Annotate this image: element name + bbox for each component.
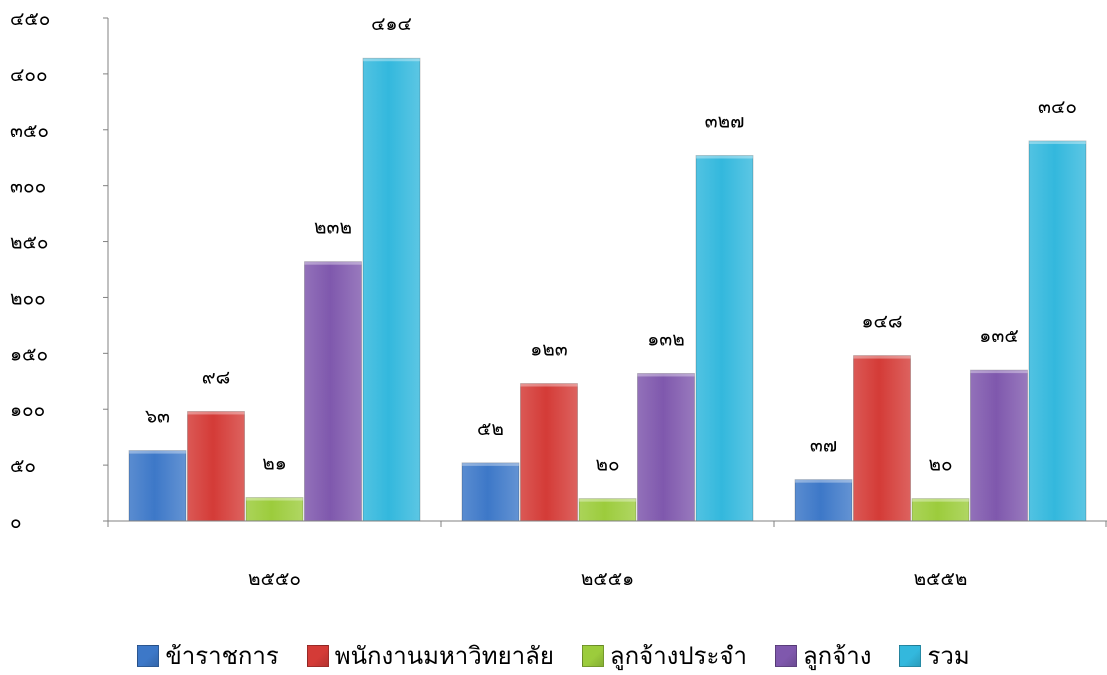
y-tick-label: ๔๕๐: [10, 8, 50, 30]
legend-swatch: [581, 644, 604, 667]
data-label: ๙๘: [202, 366, 231, 388]
bar: [245, 497, 304, 522]
data-label: ๑๒๓: [530, 339, 568, 361]
bars-group: [128, 57, 1087, 522]
x-axis: ๒๕๕๐ ๒๕๕๑ ๒๕๕๒: [107, 520, 1107, 590]
y-tick-label: ๐: [10, 511, 22, 533]
legend-label: ลูกจ้างประจำ: [609, 642, 747, 670]
bar: [1028, 140, 1087, 522]
legend-label: ลูกจ้าง: [802, 642, 872, 670]
legend-swatch: [137, 644, 160, 667]
legend-label: ข้าราชการ: [165, 642, 279, 670]
x-category-label: ๒๕๕๑: [581, 568, 634, 590]
bar: [520, 383, 578, 522]
bar: [304, 261, 362, 522]
bar-highlight: [187, 411, 245, 415]
bar: [970, 369, 1028, 522]
legend: ข้าราชการ พนักงานมหาวิทยาลัย ลูกจ้างประจำ ล…: [0, 636, 1107, 675]
legend-item: พนักงานมหาวิทยาลัย: [306, 636, 554, 675]
bar: [794, 479, 853, 522]
data-label: ๓๔๐: [1038, 96, 1077, 118]
y-tick-label: ๒๕๐: [10, 232, 49, 254]
bar-highlight: [363, 58, 420, 62]
bar: [187, 411, 245, 522]
bar-highlight: [637, 373, 695, 377]
legend-item: รวม: [899, 636, 970, 675]
bar-highlight: [970, 370, 1028, 374]
legend-label: รวม: [927, 642, 970, 670]
bar-highlight: [129, 450, 186, 454]
data-label: ๓๒๗: [705, 110, 745, 132]
y-axis: ๐ ๕๐ ๑๐๐ ๑๕๐ ๒๐๐ ๒๕๐ ๓๐๐ ๓๕๐ ๔๐๐ ๔๕๐: [10, 8, 109, 533]
bar-highlight: [304, 261, 362, 265]
bar-highlight: [696, 155, 753, 159]
y-tick-label: ๔๐๐: [10, 64, 48, 86]
data-label: ๑๓๒: [647, 328, 685, 350]
bar: [637, 373, 695, 522]
bar: [128, 450, 187, 522]
y-tick-label: ๓๕๐: [10, 120, 49, 142]
y-tick-label: ๒๐๐: [10, 287, 46, 309]
bar-highlight: [520, 383, 578, 387]
data-label: ๒๐: [928, 454, 952, 476]
legend-swatch: [774, 644, 797, 667]
legend-swatch: [306, 644, 329, 667]
data-label: ๑๔๘: [861, 311, 902, 333]
data-label: ๓๗: [810, 435, 837, 457]
legend-item: ข้าราชการ: [137, 636, 279, 675]
y-tick-label: ๑๐๐: [10, 399, 45, 421]
bar: [461, 462, 520, 522]
bar-highlight: [795, 479, 852, 483]
legend-item: ลูกจ้างประจำ: [581, 636, 747, 675]
legend-label: พนักงานมหาวิทยาลัย: [334, 642, 554, 670]
bar: [578, 498, 637, 522]
y-tick-label: ๑๕๐: [10, 343, 48, 365]
x-category-label: ๒๕๕๐: [248, 568, 301, 590]
bar-highlight: [246, 497, 303, 501]
bar-highlight: [1029, 140, 1086, 144]
y-tick-label: ๕๐: [10, 455, 36, 477]
data-label: ๒๑: [262, 453, 287, 475]
data-label: ๒๓๒: [314, 217, 352, 239]
bar-highlight: [853, 355, 911, 359]
bar: [695, 155, 754, 522]
bar: [853, 355, 911, 522]
y-tick-label: ๓๐๐: [10, 176, 46, 198]
bar-highlight: [462, 462, 519, 466]
bar: [362, 57, 421, 522]
legend-swatch: [899, 644, 922, 667]
data-label: ๑๓๕: [979, 325, 1018, 347]
bar-highlight: [912, 498, 969, 502]
x-category-label: ๒๕๕๒: [914, 568, 968, 590]
data-label: ๔๑๔: [371, 13, 412, 35]
data-label: ๖๓: [145, 406, 170, 428]
bar: [911, 498, 970, 522]
legend-item: ลูกจ้าง: [774, 636, 872, 675]
data-label: ๕๒: [477, 418, 504, 440]
data-label: ๒๐: [595, 454, 619, 476]
bar-highlight: [579, 498, 636, 502]
